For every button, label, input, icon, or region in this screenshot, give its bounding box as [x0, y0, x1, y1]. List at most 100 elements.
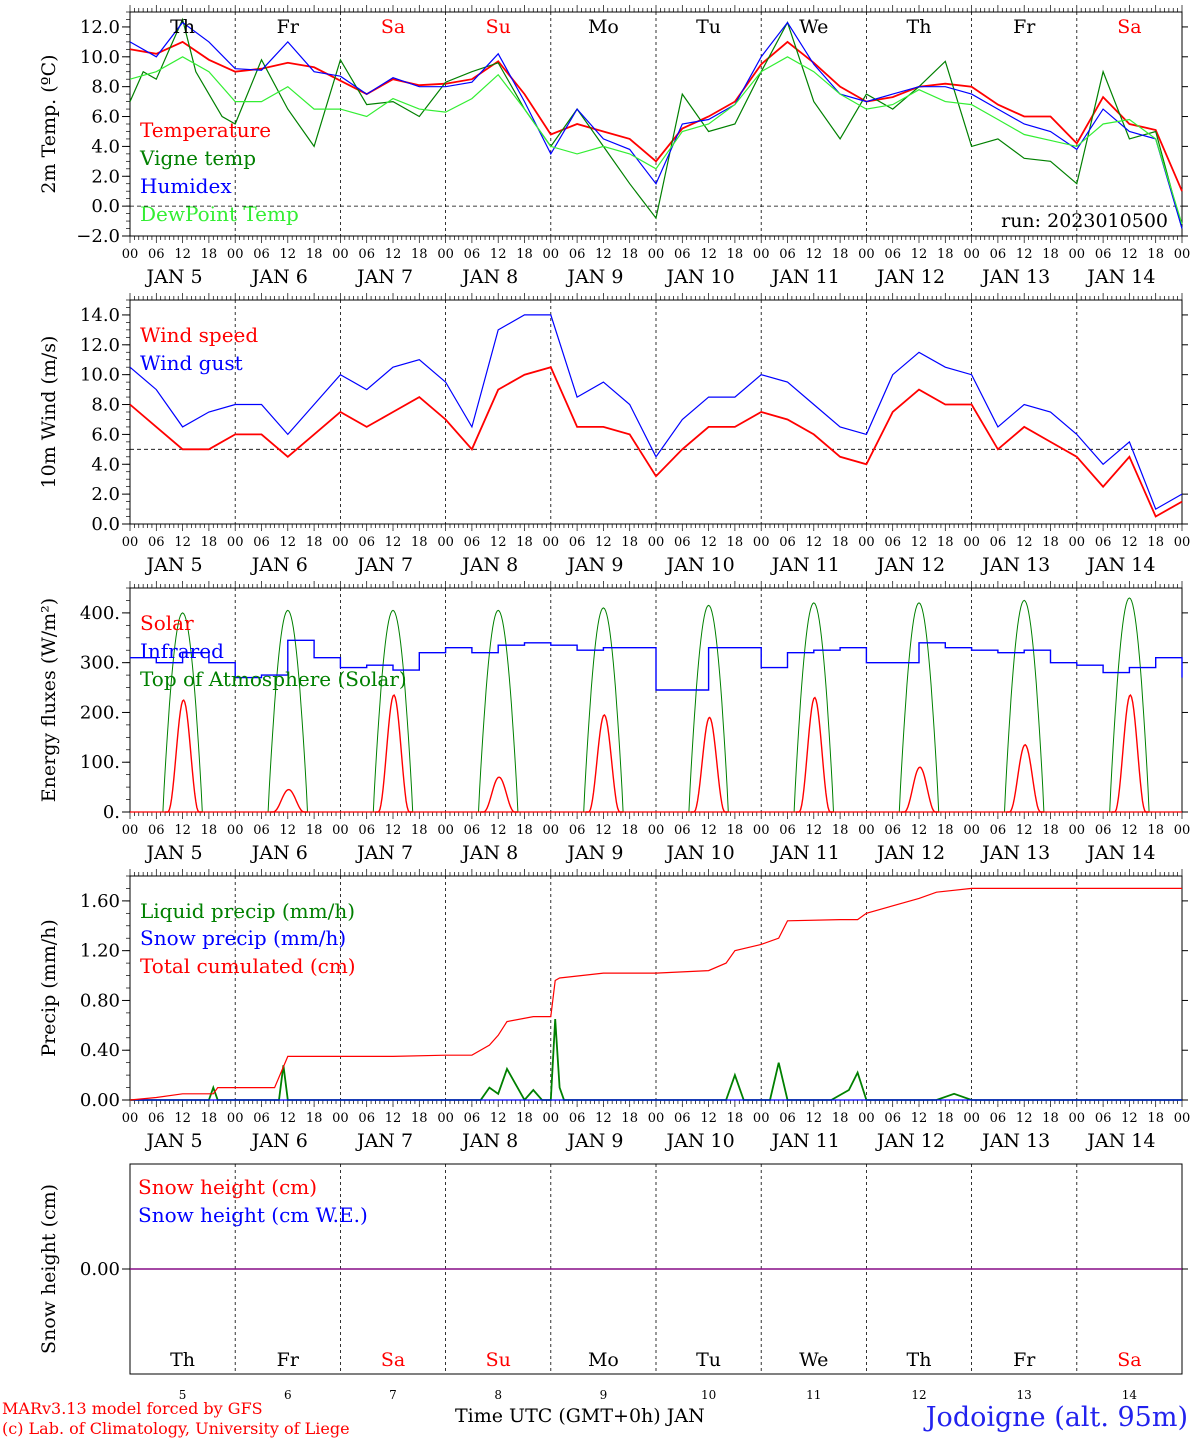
date-label: JAN 7: [355, 842, 413, 864]
date-label: JAN 6: [250, 554, 308, 576]
hour-tick-label: 00: [227, 1111, 244, 1126]
hour-tick-label: 12: [595, 823, 612, 838]
date-label: JAN 9: [565, 266, 623, 288]
day-number-label: 7: [389, 1388, 397, 1402]
date-label: JAN 12: [875, 266, 945, 288]
hour-tick-label: 18: [832, 247, 849, 262]
y-tick-label: 4.0: [91, 454, 120, 475]
temperature-line: [129, 40, 1183, 192]
weekday-label: Su: [486, 1349, 511, 1371]
hour-tick-label: 12: [595, 247, 612, 262]
toa-solar-line: [156, 612, 209, 813]
hour-tick-label: 06: [1095, 1111, 1112, 1126]
hour-tick-label: 12: [806, 823, 823, 838]
hour-tick-label: 00: [227, 823, 244, 838]
hour-tick-label: 12: [174, 247, 191, 262]
hour-tick-label: 06: [569, 535, 586, 550]
hour-tick-label: 00: [543, 247, 560, 262]
hour-tick-label: 12: [385, 247, 402, 262]
hour-tick-label: 06: [148, 1111, 165, 1126]
hour-tick-label: 06: [148, 823, 165, 838]
hour-tick-label: 00: [437, 823, 454, 838]
date-label: JAN 14: [1085, 554, 1155, 576]
date-label: JAN 10: [665, 554, 735, 576]
date-label: JAN 10: [665, 842, 735, 864]
hour-tick-label: 00: [963, 1111, 980, 1126]
hour-tick-label: 12: [385, 535, 402, 550]
date-label: JAN 10: [665, 1130, 735, 1152]
day-number-label: 14: [1122, 1388, 1138, 1402]
station-label: Jodoigne (alt. 95m): [925, 1402, 1188, 1433]
hour-tick-label: 18: [411, 247, 428, 262]
solar-line: [270, 788, 308, 813]
y-tick-label: 6.0: [91, 424, 120, 445]
date-label: JAN 10: [665, 266, 735, 288]
date-label: JAN 5: [145, 554, 203, 576]
hour-tick-label: 06: [253, 535, 270, 550]
hour-tick-label: 06: [253, 823, 270, 838]
hour-tick-label: 18: [1042, 535, 1059, 550]
day-number-label: 11: [806, 1388, 821, 1402]
hour-tick-label: 00: [332, 823, 349, 838]
hour-tick-label: 12: [595, 1111, 612, 1126]
hour-tick-label: 06: [990, 247, 1007, 262]
weekday-label: Sa: [1117, 1349, 1141, 1371]
hour-tick-label: 06: [674, 1111, 691, 1126]
solar-line: [901, 766, 939, 813]
hour-tick-label: 06: [674, 823, 691, 838]
y-tick-label: 6.0: [91, 107, 120, 128]
hour-tick-label: 18: [727, 535, 744, 550]
solar-line: [1006, 743, 1044, 813]
legend-entry: Wind gust: [140, 351, 243, 375]
hour-tick-label: 18: [1147, 535, 1164, 550]
y-tick-label: 200.: [80, 702, 120, 723]
hour-tick-label: 00: [332, 247, 349, 262]
date-label: JAN 8: [460, 266, 518, 288]
y-axis-label: Precip (mm/h): [38, 919, 60, 1057]
legend-entry: Liquid precip (mm/h): [140, 899, 355, 923]
date-label: JAN 8: [460, 554, 518, 576]
date-label: JAN 9: [565, 842, 623, 864]
run-label: run: 2023010500: [1001, 210, 1168, 232]
legend-entry: Infrared: [140, 639, 224, 663]
panel-1: [122, 5, 1188, 243]
hour-tick-label: 12: [490, 535, 507, 550]
legend-entry: Temperature: [140, 118, 271, 142]
hour-tick-label: 06: [779, 1111, 796, 1126]
solar-line: [165, 699, 203, 813]
hour-tick-label: 18: [201, 247, 218, 262]
date-label: JAN 13: [980, 1130, 1050, 1152]
solar-line: [796, 696, 834, 813]
infrared-line: [130, 639, 1183, 691]
date-label: JAN 7: [355, 554, 413, 576]
hour-tick-label: 00: [437, 1111, 454, 1126]
hour-tick-label: 12: [911, 823, 928, 838]
panel-2: [122, 293, 1188, 531]
hour-tick-label: 18: [727, 247, 744, 262]
hour-tick-label: 00: [1069, 1111, 1086, 1126]
hour-tick-label: 06: [464, 823, 481, 838]
hour-tick-label: 00: [753, 247, 770, 262]
hour-tick-label: 18: [201, 535, 218, 550]
date-label: JAN 12: [875, 842, 945, 864]
wind-gust-line: [129, 314, 1183, 510]
legend-entry: Wind speed: [140, 323, 258, 347]
hour-tick-label: 18: [621, 247, 638, 262]
hour-tick-label: 06: [990, 823, 1007, 838]
hour-tick-label: 00: [1069, 823, 1086, 838]
wind-speed-line: [129, 366, 1183, 518]
hour-tick-label: 00: [648, 1111, 665, 1126]
hour-tick-label: 06: [990, 1111, 1007, 1126]
date-label: JAN 11: [770, 554, 840, 576]
toa-solar-line: [261, 609, 315, 813]
panel-frame: [129, 299, 1183, 525]
hour-tick-label: 18: [1147, 1111, 1164, 1126]
hour-tick-label: 06: [569, 823, 586, 838]
weekday-label: Th: [170, 16, 195, 38]
date-label: JAN 8: [460, 842, 518, 864]
hour-tick-label: 00: [1174, 823, 1191, 838]
weekday-label: Th: [907, 1349, 932, 1371]
hour-tick-label: 18: [937, 247, 954, 262]
date-label: JAN 5: [145, 842, 203, 864]
